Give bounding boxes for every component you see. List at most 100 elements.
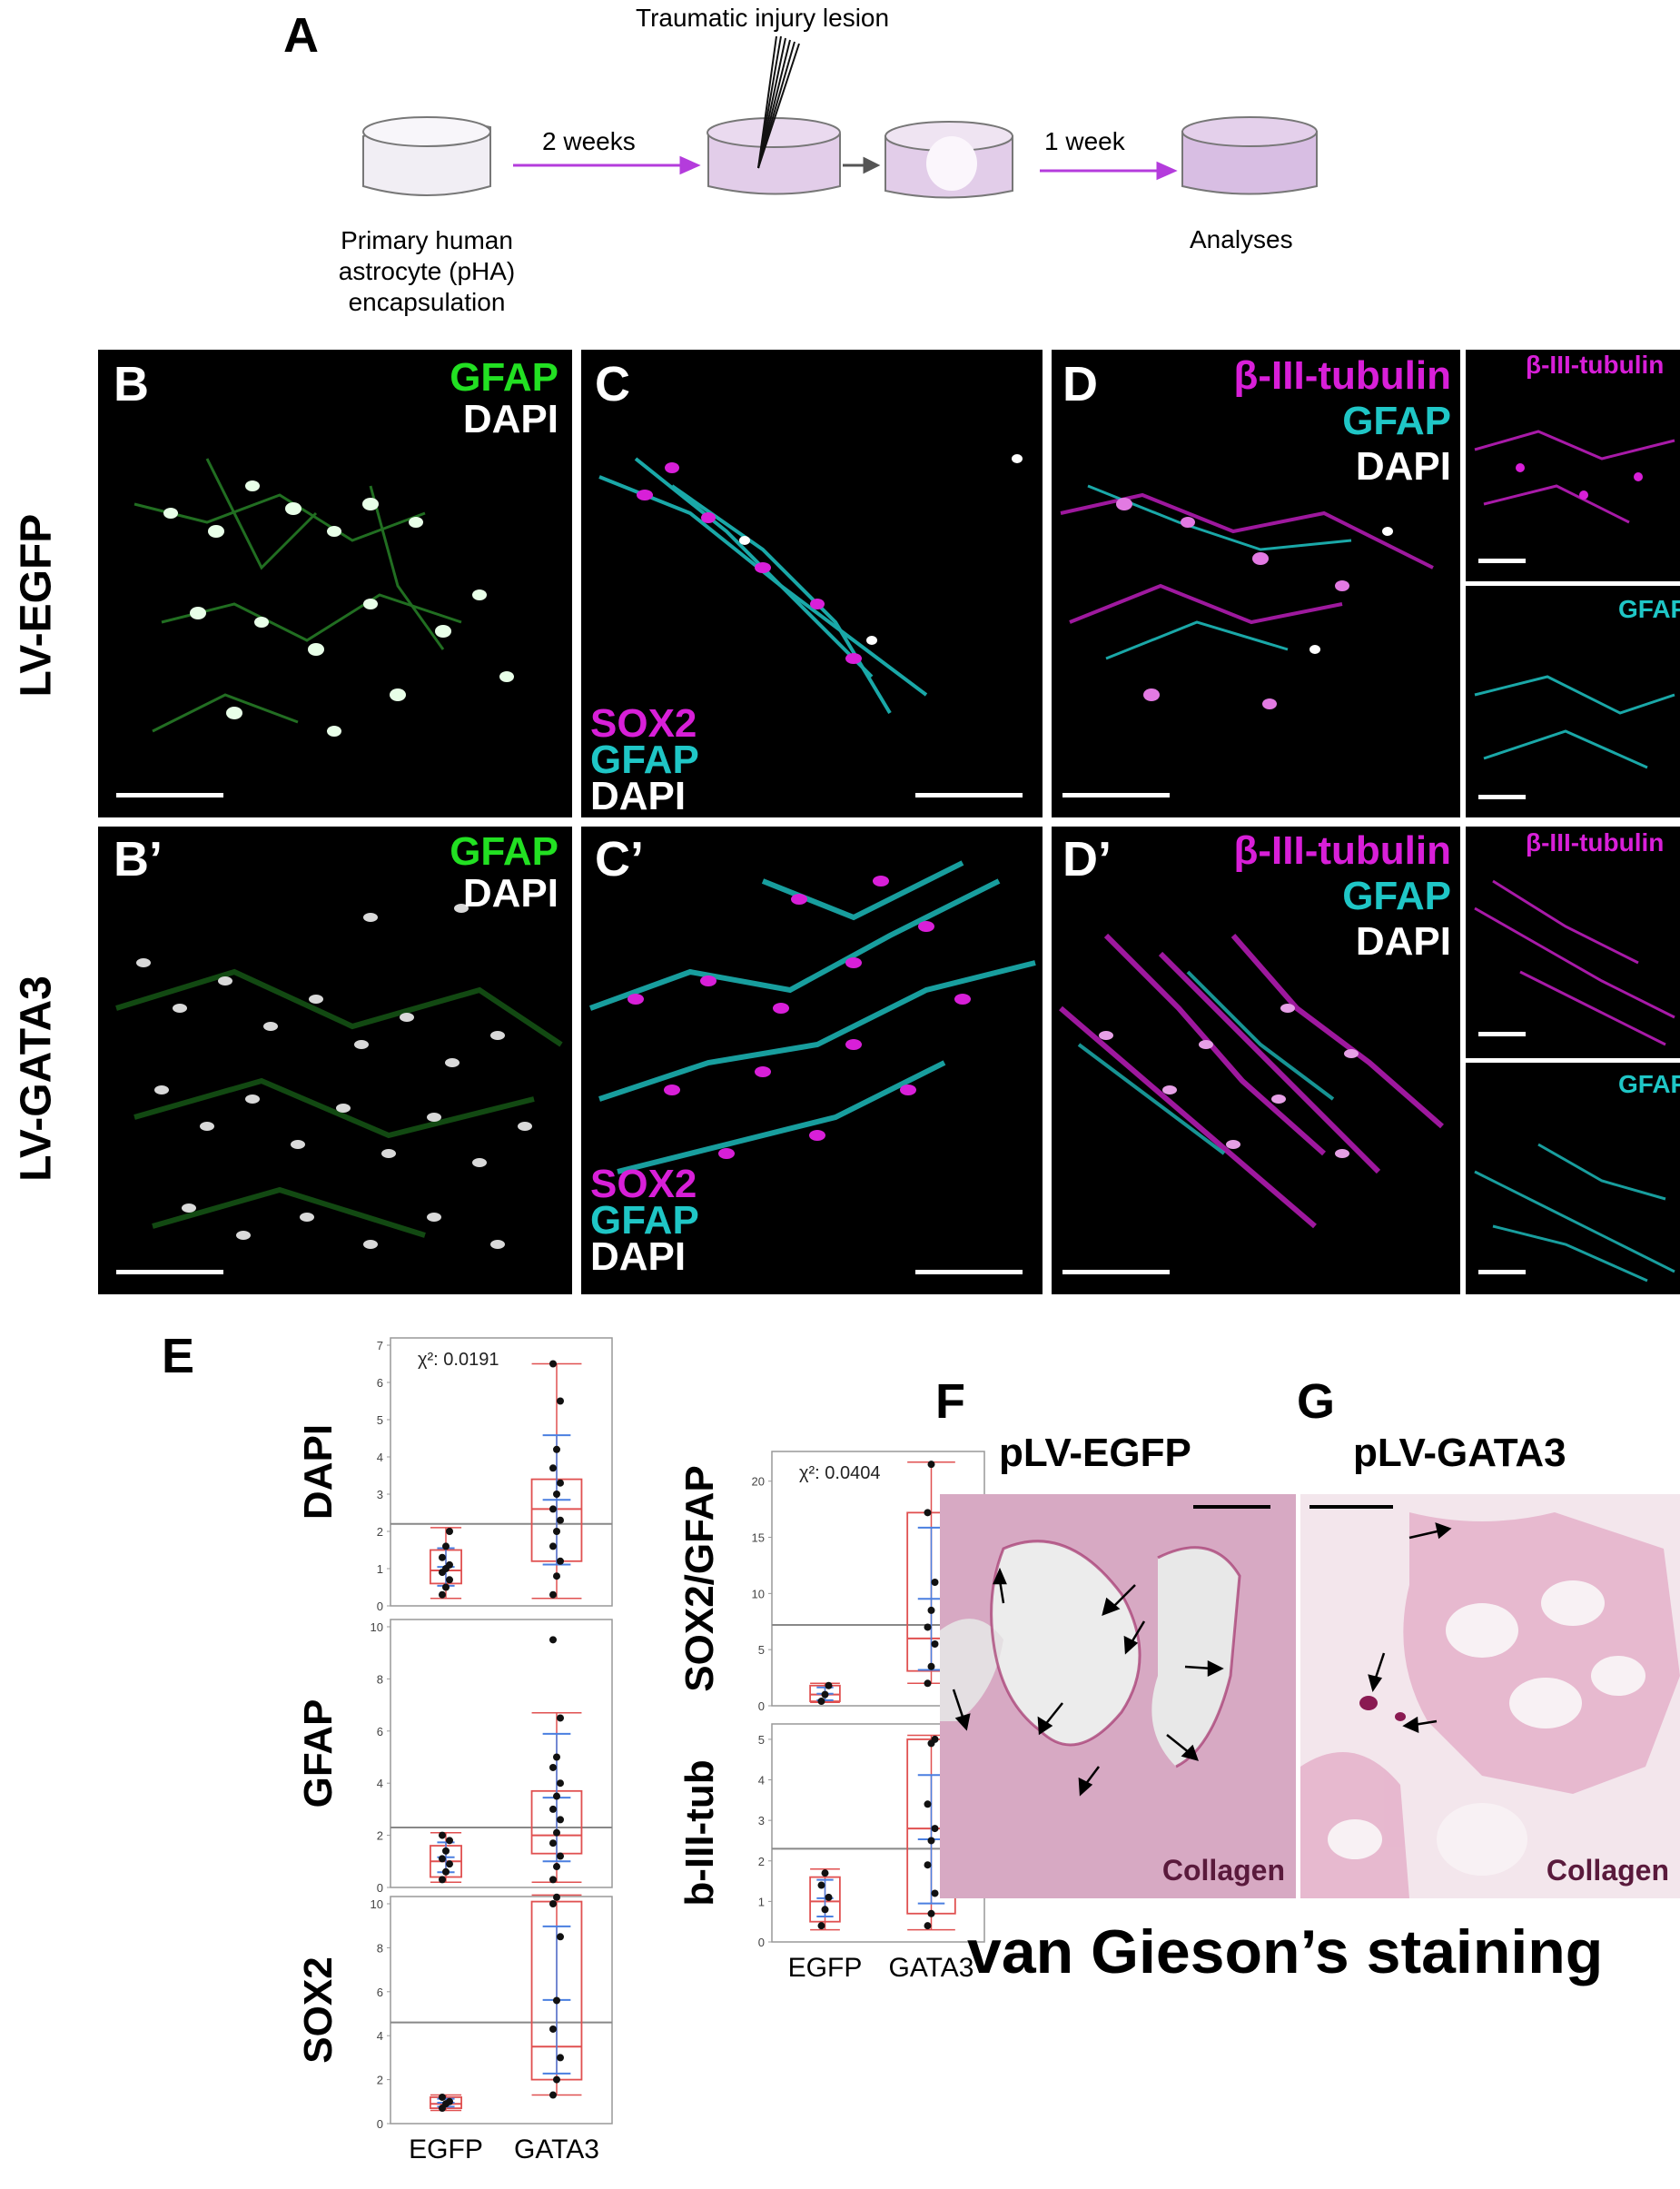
panel-c2-letter: C’ bbox=[595, 832, 644, 886]
y-tick-label: 1 bbox=[758, 1895, 765, 1908]
panel-a-letter: A bbox=[283, 8, 319, 63]
cylinder-wound bbox=[884, 121, 1013, 199]
step1-label: 2 weeks bbox=[542, 127, 636, 155]
scale-bar bbox=[1478, 1270, 1526, 1274]
data-point bbox=[924, 1922, 932, 1930]
box-iqr bbox=[809, 1876, 841, 1923]
data-point bbox=[549, 1900, 557, 1907]
scale-bar bbox=[1062, 793, 1170, 797]
data-point bbox=[931, 1579, 939, 1586]
x-tick-label: GATA3 bbox=[514, 2135, 599, 2164]
y-tick-label: 8 bbox=[377, 1941, 383, 1955]
y-tick-label: 4 bbox=[377, 1777, 383, 1790]
panel-f-image: Collagen bbox=[940, 1494, 1296, 1898]
x-tick-label: GATA3 bbox=[889, 1953, 974, 1983]
data-point bbox=[553, 1491, 560, 1498]
arrow-icons bbox=[952, 1567, 1224, 1797]
y-axis-label: GFAP bbox=[296, 1699, 341, 1808]
data-point bbox=[927, 1662, 935, 1670]
inset-d-label-btub: β-III-tubulin bbox=[1526, 351, 1665, 379]
start-label: Primary human astrocyte (pHA) encapsulat… bbox=[300, 225, 554, 318]
panel-d-letter: D bbox=[1062, 357, 1098, 411]
data-point bbox=[557, 1557, 564, 1565]
arrow-short bbox=[843, 156, 881, 174]
y-tick-label: 5 bbox=[377, 1413, 383, 1427]
y-tick-label: 0 bbox=[377, 2117, 383, 2131]
panel-d2-image bbox=[1052, 827, 1460, 1294]
data-point bbox=[549, 1360, 557, 1368]
data-point bbox=[931, 1735, 939, 1743]
y-tick-label: 2 bbox=[377, 2074, 383, 2087]
arrow-2weeks bbox=[513, 155, 701, 175]
panel-d2-inset-btub bbox=[1466, 827, 1680, 1058]
data-point bbox=[442, 1847, 450, 1855]
data-point bbox=[439, 1831, 446, 1839]
y-axis-label: DAPI bbox=[296, 1424, 341, 1520]
panel-b2-letter: B’ bbox=[114, 832, 163, 886]
data-point bbox=[549, 1805, 557, 1813]
data-point bbox=[549, 1876, 557, 1884]
data-point bbox=[446, 1528, 453, 1535]
y-tick-label: 0 bbox=[377, 1600, 383, 1613]
data-point bbox=[821, 1906, 829, 1914]
data-point bbox=[446, 2097, 453, 2105]
y-tick-label: 8 bbox=[377, 1672, 383, 1686]
panel-c-image bbox=[581, 350, 1043, 817]
data-point bbox=[825, 1681, 833, 1689]
data-point bbox=[553, 1445, 560, 1453]
panel-f-letter: F bbox=[935, 1374, 965, 1429]
panel-d2-stain-gfap: GFAP bbox=[1342, 874, 1451, 918]
scale-bar bbox=[1062, 1270, 1170, 1274]
start-label-line3: encapsulation bbox=[348, 288, 506, 316]
row-label-egfp: LV-EGFP bbox=[12, 513, 61, 698]
data-point bbox=[931, 1825, 939, 1833]
data-point bbox=[927, 1606, 935, 1614]
data-point bbox=[549, 2091, 557, 2099]
scale-bar bbox=[1193, 1505, 1270, 1509]
data-point bbox=[442, 1867, 450, 1876]
data-point bbox=[821, 1869, 829, 1877]
data-point bbox=[924, 1623, 932, 1631]
y-tick-label: 10 bbox=[371, 1620, 383, 1634]
panel-b2-image bbox=[98, 827, 572, 1294]
data-point bbox=[549, 1505, 557, 1513]
panel-d-inset-btub bbox=[1466, 350, 1680, 581]
panel-c2-stain-gfap: GFAP bbox=[590, 1198, 699, 1243]
data-point bbox=[927, 1837, 935, 1845]
inset-d2-label-btub: β-III-tubulin bbox=[1526, 828, 1665, 857]
cylinder-start bbox=[362, 116, 491, 196]
y-tick-label: 6 bbox=[377, 1986, 383, 1999]
box-chart-sox2: 0 2 4 6 8 10 SOX2 EGFP GATA3 bbox=[296, 1893, 613, 2164]
data-point bbox=[931, 1640, 939, 1648]
data-point bbox=[817, 1881, 825, 1889]
data-point bbox=[927, 1909, 935, 1917]
data-point bbox=[924, 1679, 932, 1688]
panel-d-stain-gfap: GFAP bbox=[1342, 399, 1451, 443]
data-point bbox=[557, 1779, 564, 1788]
scale-bar bbox=[116, 793, 223, 797]
panel-e-letter: E bbox=[162, 1329, 195, 1383]
y-tick-label: 6 bbox=[377, 1725, 383, 1738]
scale-bar bbox=[915, 1270, 1023, 1274]
box-chart-gfap: 0 2 4 6 8 10 GFAP bbox=[296, 1619, 613, 1895]
y-tick-label: 4 bbox=[377, 2029, 383, 2043]
panel-c2-stain-dapi: DAPI bbox=[590, 1234, 687, 1279]
plot-frame bbox=[390, 1619, 613, 1888]
scale-bar bbox=[1309, 1505, 1393, 1509]
panel-f-collagen-label: Collagen bbox=[1161, 1854, 1285, 1887]
y-tick-label: 4 bbox=[377, 1451, 383, 1464]
y-axis-label: b-III-tub bbox=[677, 1759, 722, 1906]
y-tick-label: 1 bbox=[377, 1562, 383, 1576]
start-label-line2: astrocyte (pHA) bbox=[338, 257, 516, 285]
panel-c2-stain-sox2: SOX2 bbox=[590, 1162, 697, 1206]
data-point bbox=[446, 1860, 453, 1868]
data-point bbox=[446, 1837, 453, 1845]
panel-b2-stain-dapi: DAPI bbox=[462, 871, 558, 916]
data-point bbox=[557, 1852, 564, 1860]
panel-d-image bbox=[1052, 350, 1460, 817]
scale-bar bbox=[915, 793, 1023, 797]
y-axis-label: SOX2/GFAP bbox=[677, 1465, 722, 1691]
end-label: Analyses bbox=[1190, 225, 1293, 253]
panel-g-image: Collagen bbox=[1300, 1494, 1680, 1898]
scale-bar bbox=[116, 1270, 223, 1274]
